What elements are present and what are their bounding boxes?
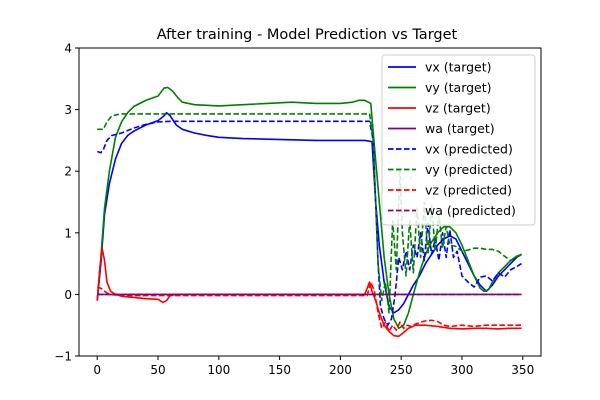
legend-box — [381, 54, 536, 226]
x-tick-label: 350 — [511, 363, 534, 377]
legend-label-wa-target: wa (target) — [425, 121, 495, 136]
axes-frame — [78, 47, 542, 357]
series-line-vx-predicted — [96, 120, 522, 326]
legend-label-vy-target: vy (target) — [425, 80, 492, 95]
x-tick-label: 0 — [93, 363, 101, 377]
x-tick-label: 100 — [207, 363, 230, 377]
y-tick-label: 1 — [64, 226, 72, 240]
series-line-vy-predicted — [97, 113, 522, 314]
legend: vx (target) vy (target) vz (target) wa (tar… — [381, 54, 536, 226]
x-axis: 0 50 100 150 200 250 300 350 — [93, 356, 534, 377]
y-axis: −1 0 1 2 3 4 — [54, 42, 79, 364]
legend-label-wa-predicted: wa (predicted) — [425, 203, 516, 218]
legend-label-vz-target: vz (target) — [425, 101, 491, 116]
legend-label-vz-predicted: vz (predicted) — [425, 183, 512, 198]
y-tick-label: 4 — [64, 42, 72, 56]
x-tick-label: 250 — [390, 363, 413, 377]
y-tick-label: 0 — [64, 288, 72, 302]
legend-label-vx-target: vx (target) — [425, 60, 492, 75]
legend-label-vy-predicted: vy (predicted) — [425, 162, 513, 177]
y-tick-label: 2 — [64, 165, 72, 179]
x-tick-label: 200 — [329, 363, 352, 377]
chart-title: After training - Model Prediction vs Tar… — [157, 27, 458, 43]
x-tick-label: 150 — [268, 363, 291, 377]
y-tick-label: 3 — [64, 103, 72, 117]
legend-label-vx-predicted: vx (predicted) — [425, 142, 513, 157]
x-tick-label: 300 — [451, 363, 474, 377]
series-line-vy-target — [96, 86, 522, 330]
series-line-vz-predicted — [96, 281, 522, 333]
plot-lines — [96, 86, 522, 338]
y-tick-label: −1 — [54, 350, 72, 364]
x-tick-label: 50 — [150, 363, 165, 377]
